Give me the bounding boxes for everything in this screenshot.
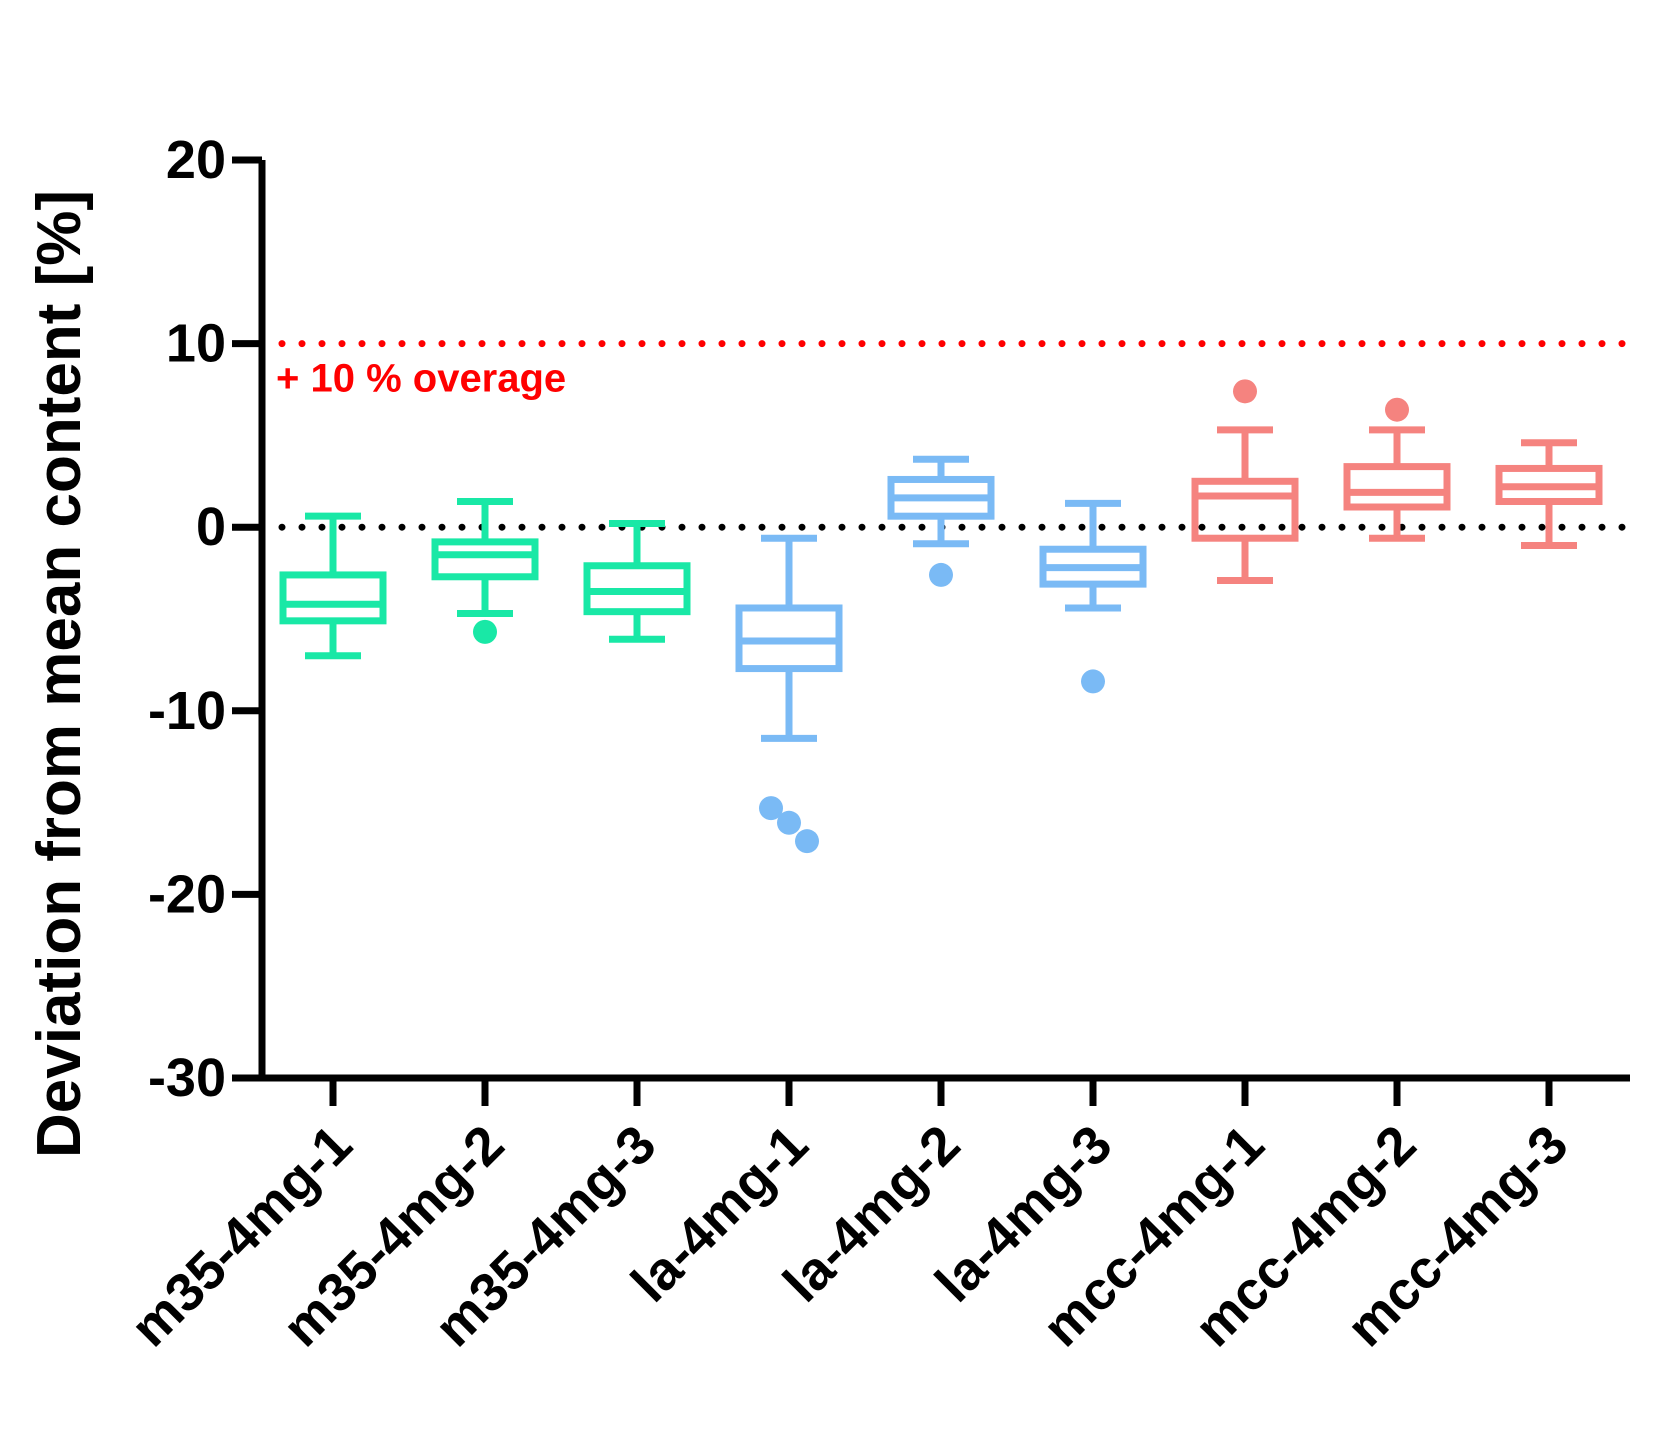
box-la-4mg-3 — [1039, 499, 1147, 694]
y-tick-label: 0 — [196, 497, 226, 557]
box-mcc-4mg-1 — [1191, 379, 1299, 584]
box-mcc-4mg-2 — [1343, 397, 1451, 542]
y-tick-label: -10 — [148, 681, 226, 741]
outlier-point — [795, 829, 819, 854]
boxes — [279, 379, 1603, 854]
box-m35-4mg-2 — [431, 497, 539, 644]
iqr-box — [279, 571, 387, 625]
box-m35-4mg-1 — [279, 512, 387, 660]
y-axis-title: Deviation from mean content [%] — [25, 190, 94, 1158]
axes — [232, 156, 1630, 1106]
iqr-box — [1191, 477, 1299, 542]
outlier-point — [929, 562, 953, 587]
box-mcc-4mg-3 — [1495, 439, 1603, 550]
y-tick-label: -30 — [148, 1048, 226, 1108]
iqr-box — [431, 538, 539, 581]
box-la-4mg-1 — [735, 534, 843, 854]
reference-lines: + 10 % overage — [258, 340, 1634, 531]
labels: 20100-10-20-30m35-4mg-1m35-4mg-2m35-4mg-… — [25, 130, 1579, 1358]
box-la-4mg-2 — [887, 455, 995, 587]
y-tick-label: -20 — [148, 864, 226, 924]
outlier-point — [759, 796, 783, 821]
y-tick-label: 10 — [166, 314, 226, 374]
box-m35-4mg-3 — [583, 520, 691, 643]
outlier-point — [1233, 379, 1257, 404]
outlier-point — [1081, 669, 1105, 694]
outlier-point — [1385, 397, 1409, 422]
outlier-point — [777, 810, 801, 835]
y-tick-label: 20 — [166, 130, 226, 190]
reference-line-label: + 10 % overage — [276, 357, 566, 401]
iqr-box — [1343, 463, 1451, 511]
outlier-point — [473, 619, 497, 644]
